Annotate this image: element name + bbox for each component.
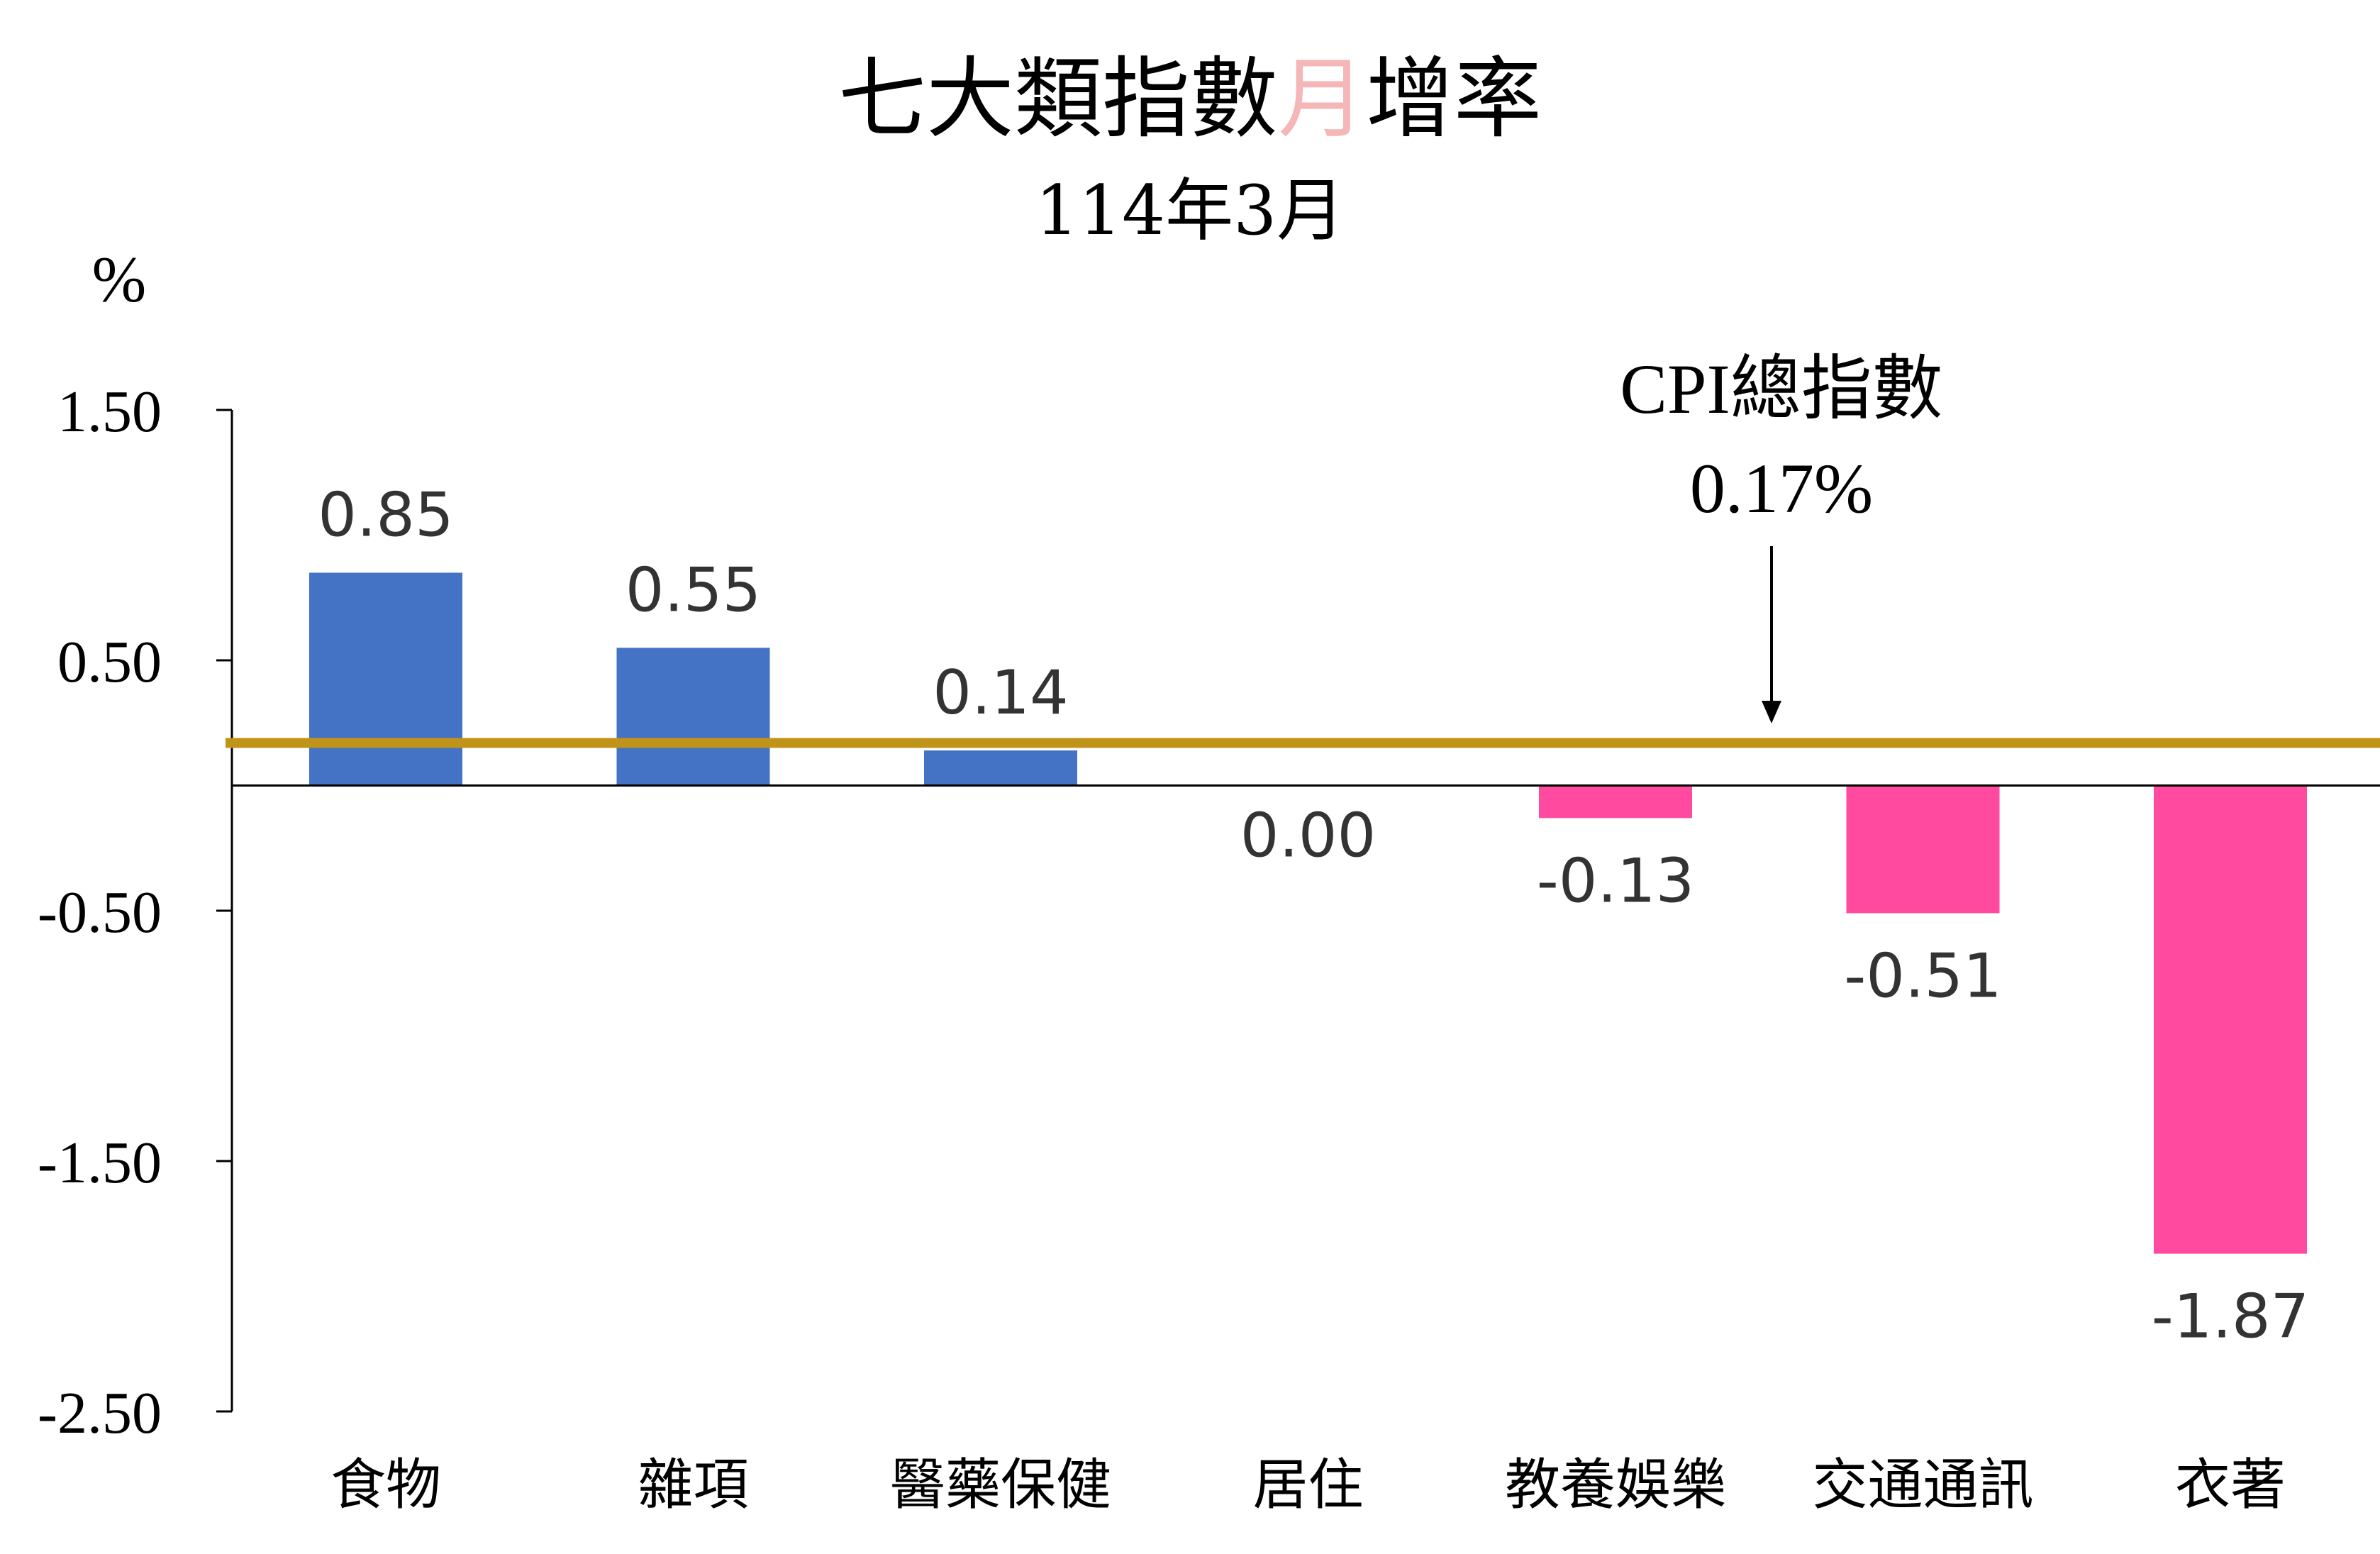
- chart-title: 七大類指數月增率: [838, 48, 1542, 150]
- x-category-label: 居住: [1252, 1453, 1363, 1517]
- x-category-label: 交通通訊: [1812, 1453, 2033, 1517]
- cpi-annotation-title: CPI總指數: [1620, 350, 1943, 428]
- y-tick-label: -2.50: [38, 1380, 162, 1446]
- x-category-label: 醫藥保健: [890, 1453, 1111, 1517]
- x-category-label: 衣著: [2175, 1453, 2286, 1517]
- x-category-label: 雜項: [638, 1453, 748, 1517]
- bars-group: [309, 572, 2307, 1254]
- y-tick-label: 1.50: [57, 379, 162, 445]
- bar-value-label: 0.14: [933, 657, 1068, 728]
- bar: [924, 750, 1077, 786]
- value-labels-group: 0.85 0.55 0.14 0.00 -0.13 -0.51 -1.87: [318, 479, 2309, 1352]
- bar-value-label: 0.85: [318, 479, 453, 550]
- chart-title-part-0: 七大類指數: [838, 48, 1278, 150]
- bar: [1539, 785, 1692, 818]
- cpi-annotation-value: 0.17%: [1690, 449, 1873, 528]
- chart-subtitle: 114年3月: [1035, 171, 1345, 250]
- bar-value-label: -0.13: [1537, 845, 1695, 916]
- y-axis: 1.50 0.50 -0.50 -1.50 -2.50: [38, 379, 233, 1446]
- cpi-annotation: CPI總指數 0.17%: [1620, 350, 1943, 723]
- y-tick-label: -0.50: [38, 879, 162, 945]
- bar: [1846, 785, 2000, 914]
- bar-value-label: 0.55: [625, 555, 761, 626]
- chart-title-part-2: 增率: [1366, 48, 1542, 150]
- y-tick-label: 0.50: [57, 629, 162, 695]
- y-axis-unit-label: %: [92, 243, 147, 316]
- category-labels-group: 食物 雜項 醫藥保健 居住 教養娛樂 交通通訊 衣著: [330, 1453, 2286, 1517]
- chart-title-part-1: 月: [1278, 48, 1366, 150]
- x-category-label: 教養娛樂: [1505, 1453, 1726, 1517]
- x-category-label: 食物: [330, 1453, 441, 1517]
- bar-value-label: -1.87: [2152, 1282, 2310, 1353]
- arrow-head-icon: [1762, 701, 1781, 723]
- y-tick-label: -1.50: [38, 1130, 162, 1196]
- bar: [309, 572, 462, 786]
- bar: [616, 648, 770, 786]
- bar-value-label: 0.00: [1240, 801, 1376, 872]
- bar-value-label: -0.51: [1844, 941, 2002, 1012]
- bar: [2154, 785, 2307, 1254]
